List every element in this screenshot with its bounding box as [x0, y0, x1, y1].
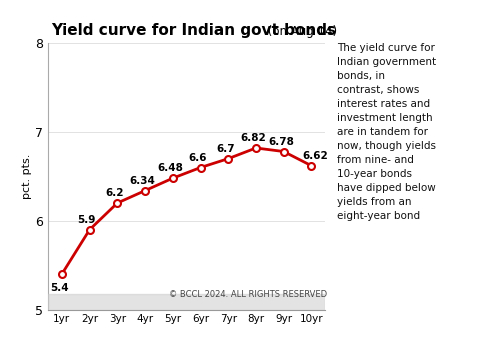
Text: 5.9: 5.9	[78, 215, 96, 225]
Text: 6.34: 6.34	[129, 176, 155, 186]
Text: 6.2: 6.2	[105, 188, 124, 198]
Text: 6.78: 6.78	[268, 136, 294, 147]
Text: The yield curve for
Indian government
bonds, in
contrast, shows
interest rates a: The yield curve for Indian government bo…	[337, 43, 436, 221]
Text: © BCCL 2024. ALL RIGHTS RESERVED: © BCCL 2024. ALL RIGHTS RESERVED	[168, 290, 327, 299]
Text: 6.48: 6.48	[157, 163, 183, 173]
Text: 6.7: 6.7	[216, 144, 235, 154]
Y-axis label: pct. pts.: pct. pts.	[23, 154, 32, 199]
Bar	[48, 294, 325, 310]
Text: (on Aug 14): (on Aug 14)	[264, 25, 337, 38]
Text: 6.82: 6.82	[240, 133, 266, 143]
Text: 6.62: 6.62	[303, 151, 328, 161]
Text: Yield curve for Indian govt bonds: Yield curve for Indian govt bonds	[51, 23, 336, 38]
Text: 5.4: 5.4	[50, 283, 68, 293]
Text: 6.6: 6.6	[189, 153, 207, 163]
